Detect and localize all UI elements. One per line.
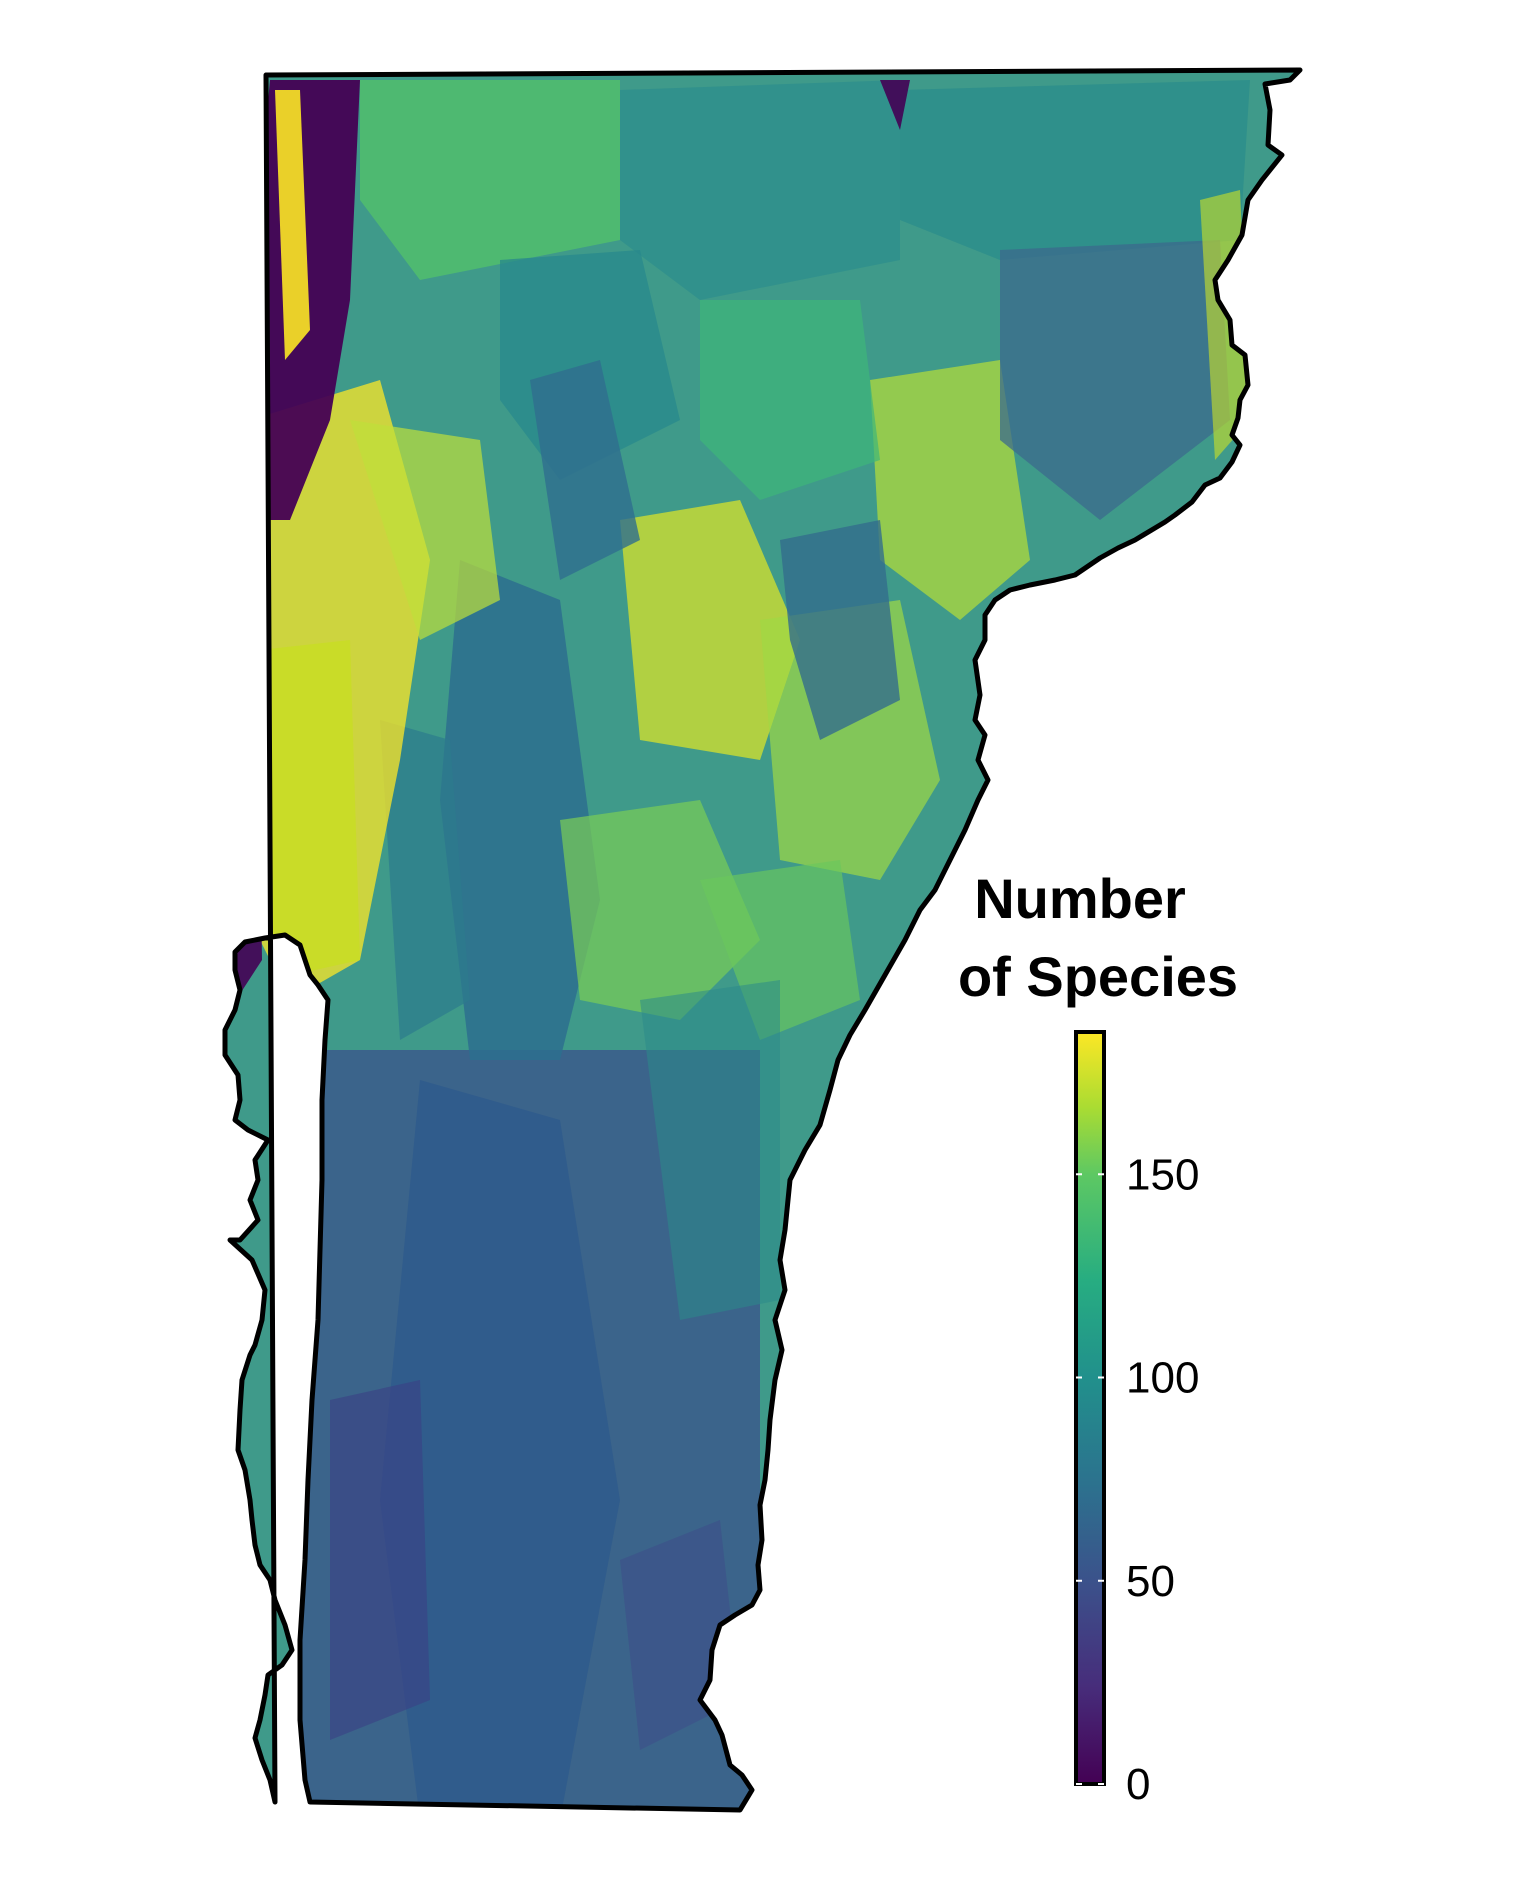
species-richness-raster	[225, 70, 1300, 1810]
raster-patch	[1000, 240, 1230, 520]
raster-patch	[260, 640, 360, 980]
raster-patch	[620, 1520, 740, 1750]
raster-patch	[700, 860, 860, 1040]
raster-patch	[620, 80, 900, 300]
raster-patch	[275, 90, 310, 360]
legend-title-line1: Number	[974, 867, 1186, 930]
vermont-state-boundary	[222, 67, 1303, 1813]
raster-patch	[700, 300, 880, 500]
raster-patch	[640, 980, 780, 1320]
raster-patch	[530, 360, 640, 580]
raster-patch	[870, 360, 1030, 620]
raster-patches	[225, 80, 1250, 1810]
raster-patch	[440, 560, 600, 1060]
colorbar-tick-label: 100	[1126, 1354, 1199, 1403]
raster-patch	[620, 500, 800, 760]
raster-patch	[560, 800, 760, 1020]
colorbar-tick-label: 150	[1126, 1150, 1199, 1199]
colorbar-tick-label: 0	[1126, 1760, 1150, 1809]
colorbar-legend: Number of Species 0 50 100 150	[958, 867, 1238, 1809]
raster-patch	[225, 680, 262, 1000]
raster-patch	[780, 520, 900, 740]
raster-patch	[880, 80, 910, 130]
colorbar-tick-label: 50	[1126, 1557, 1175, 1606]
raster-patch	[350, 420, 500, 640]
colorbar-ticks: 0 50 100 150	[1076, 1150, 1199, 1809]
raster-patch	[900, 80, 1250, 260]
legend-title-line2: of Species	[958, 945, 1238, 1008]
raster-patch	[330, 1380, 430, 1740]
raster-patch	[360, 80, 620, 280]
raster-patch	[380, 720, 470, 1040]
raster-patch	[380, 1080, 620, 1810]
colorbar	[1074, 1030, 1106, 1786]
